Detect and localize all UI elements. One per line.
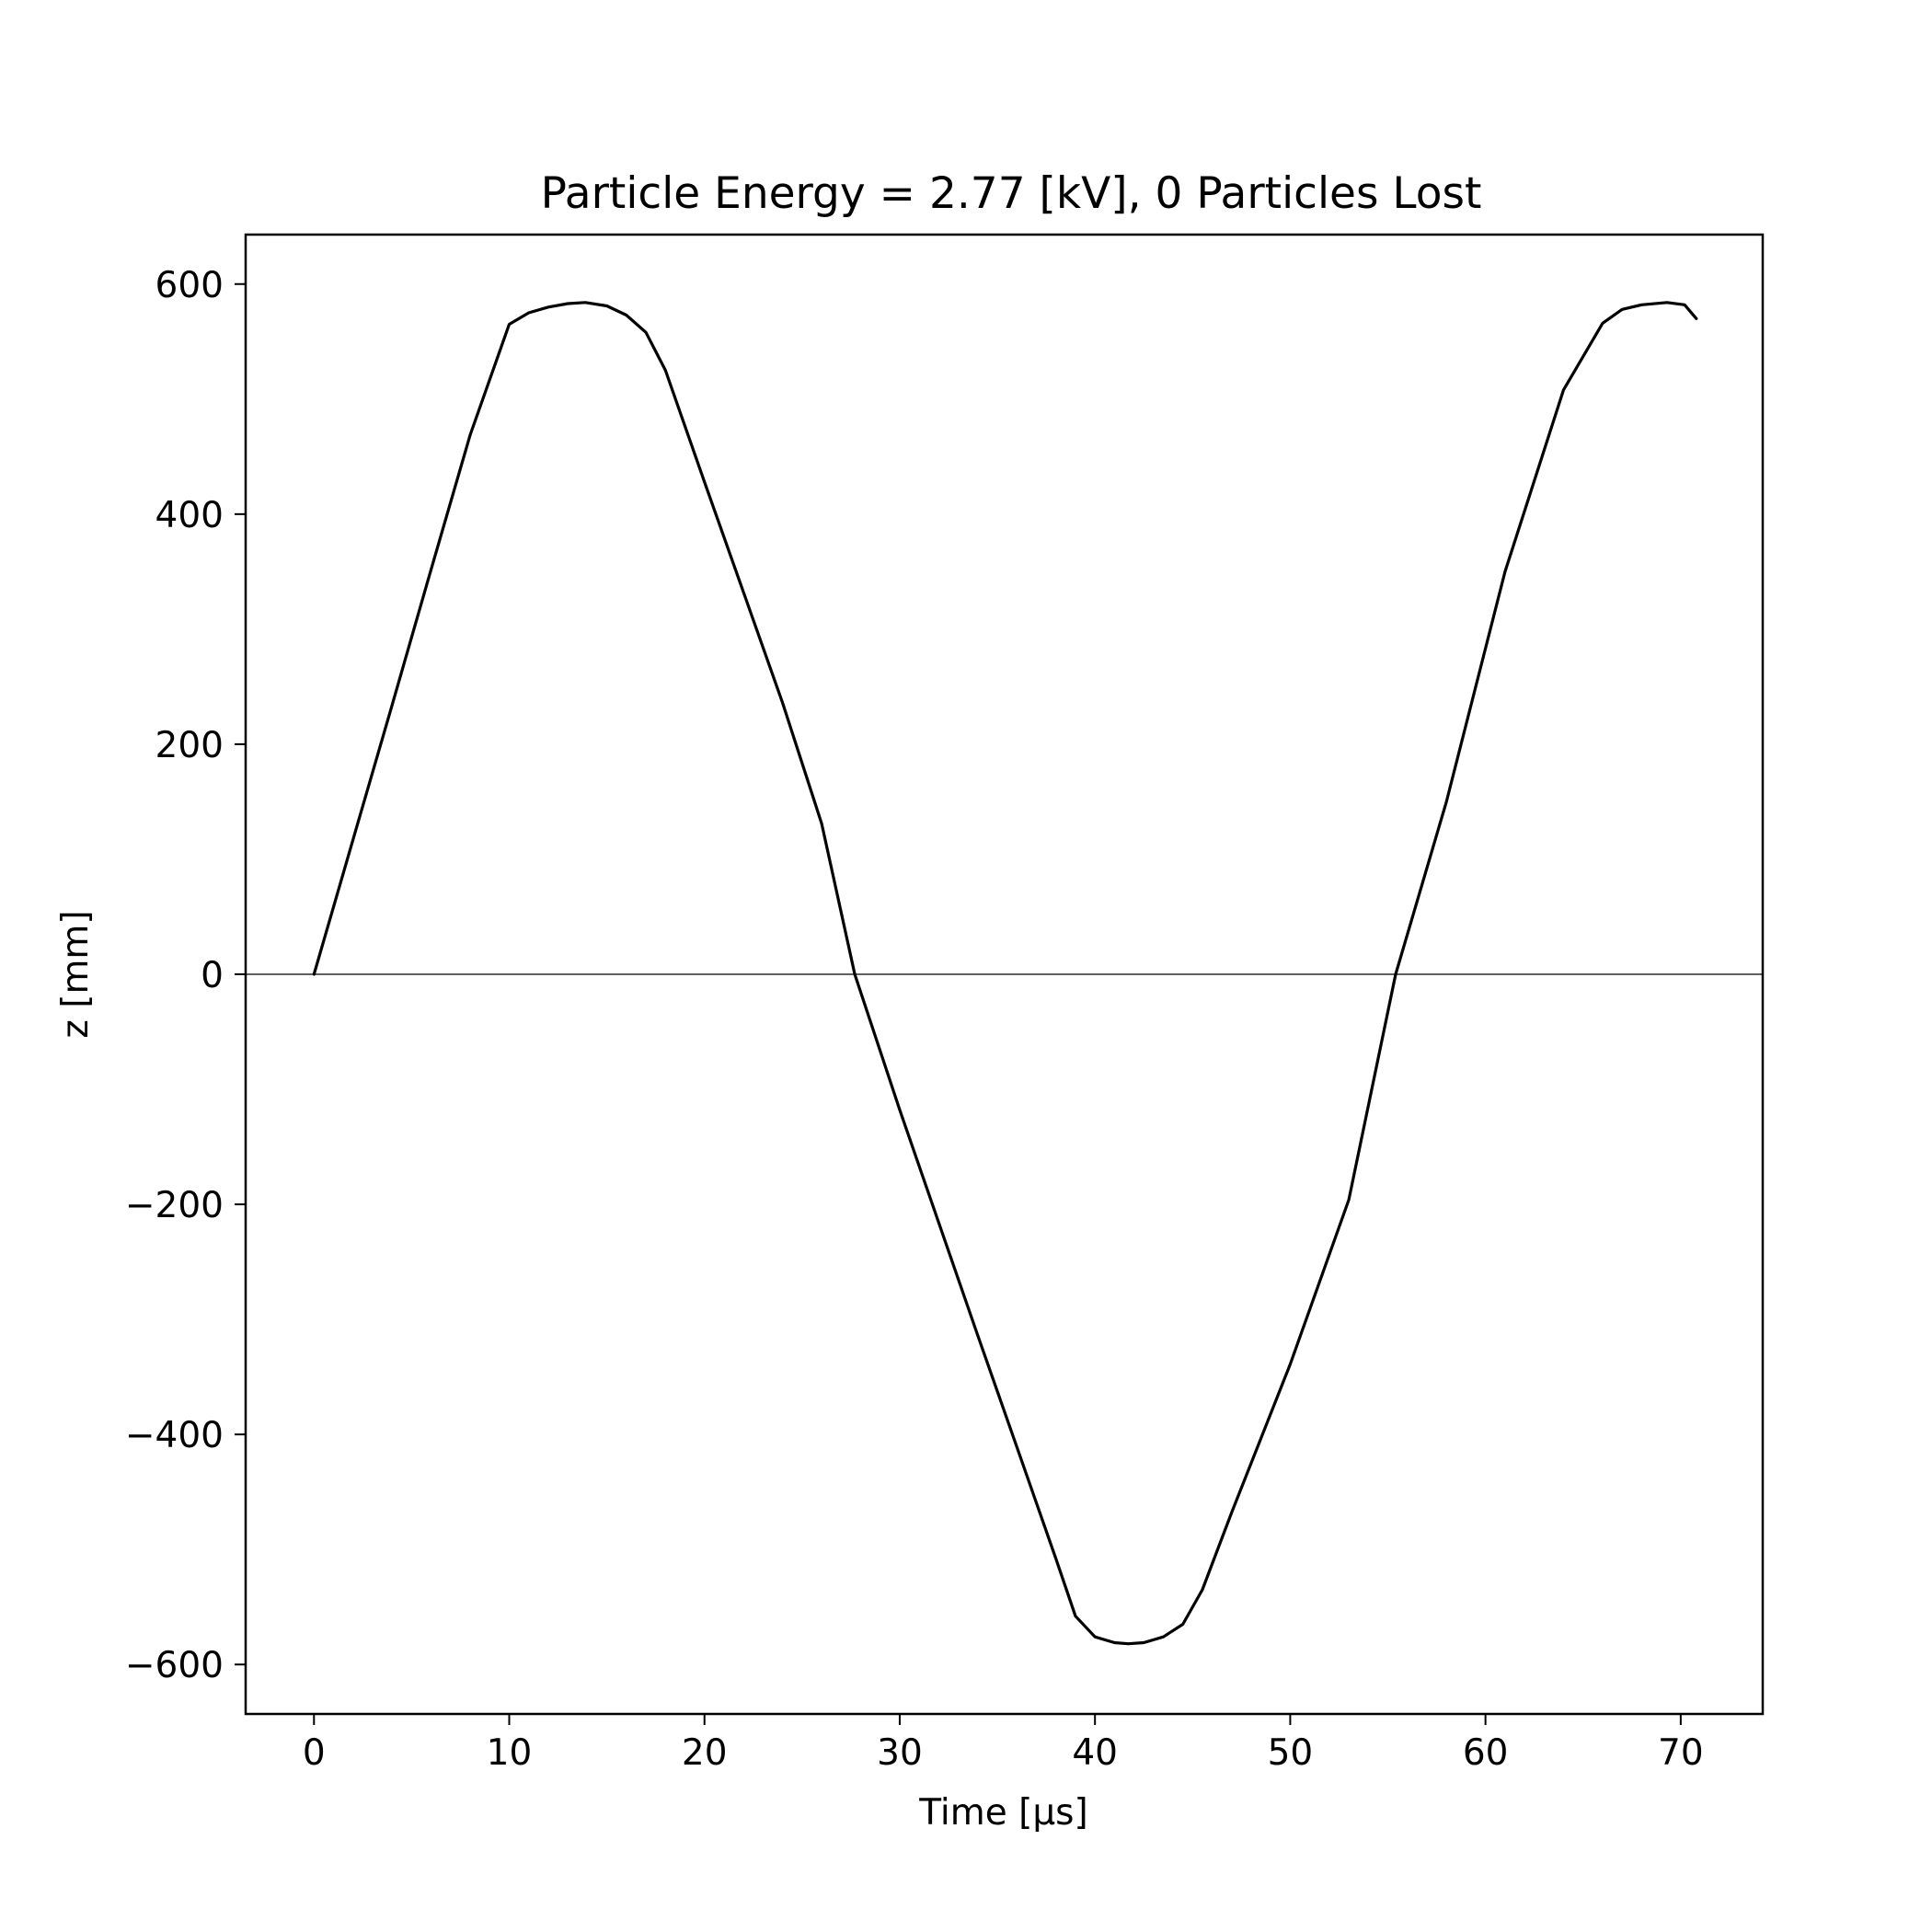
x-tick-label: 40 xyxy=(1072,1732,1118,1774)
x-tick-label: 30 xyxy=(877,1732,923,1774)
y-axis-title: z [mm] xyxy=(55,910,97,1038)
y-tick-label: 600 xyxy=(155,265,224,306)
series-line-1 xyxy=(312,301,1698,1646)
x-tick-label: 50 xyxy=(1268,1732,1314,1774)
series-layer xyxy=(312,301,1698,1646)
x-tick-label: 20 xyxy=(682,1732,728,1774)
y-tick-label: 400 xyxy=(155,495,224,536)
y-tick-label: −400 xyxy=(125,1415,224,1456)
x-axis-title: Time [μs] xyxy=(918,1792,1087,1834)
x-axis-ticks: 0 10 20 30 40 50 60 70 xyxy=(303,1714,1704,1774)
x-tick-label: 0 xyxy=(303,1732,326,1774)
y-tick-label: −600 xyxy=(125,1645,224,1686)
x-tick-label: 70 xyxy=(1658,1732,1704,1774)
x-tick-label: 60 xyxy=(1463,1732,1509,1774)
x-tick-label: 10 xyxy=(487,1732,533,1774)
y-tick-label: 0 xyxy=(201,955,224,996)
y-axis-ticks: 600 400 200 0 −200 −400 −600 xyxy=(125,265,246,1686)
y-tick-label: −200 xyxy=(125,1185,224,1226)
y-tick-label: 200 xyxy=(155,725,224,766)
chart-title: Particle Energy = 2.77 [kV], 0 Particles… xyxy=(541,168,1482,219)
